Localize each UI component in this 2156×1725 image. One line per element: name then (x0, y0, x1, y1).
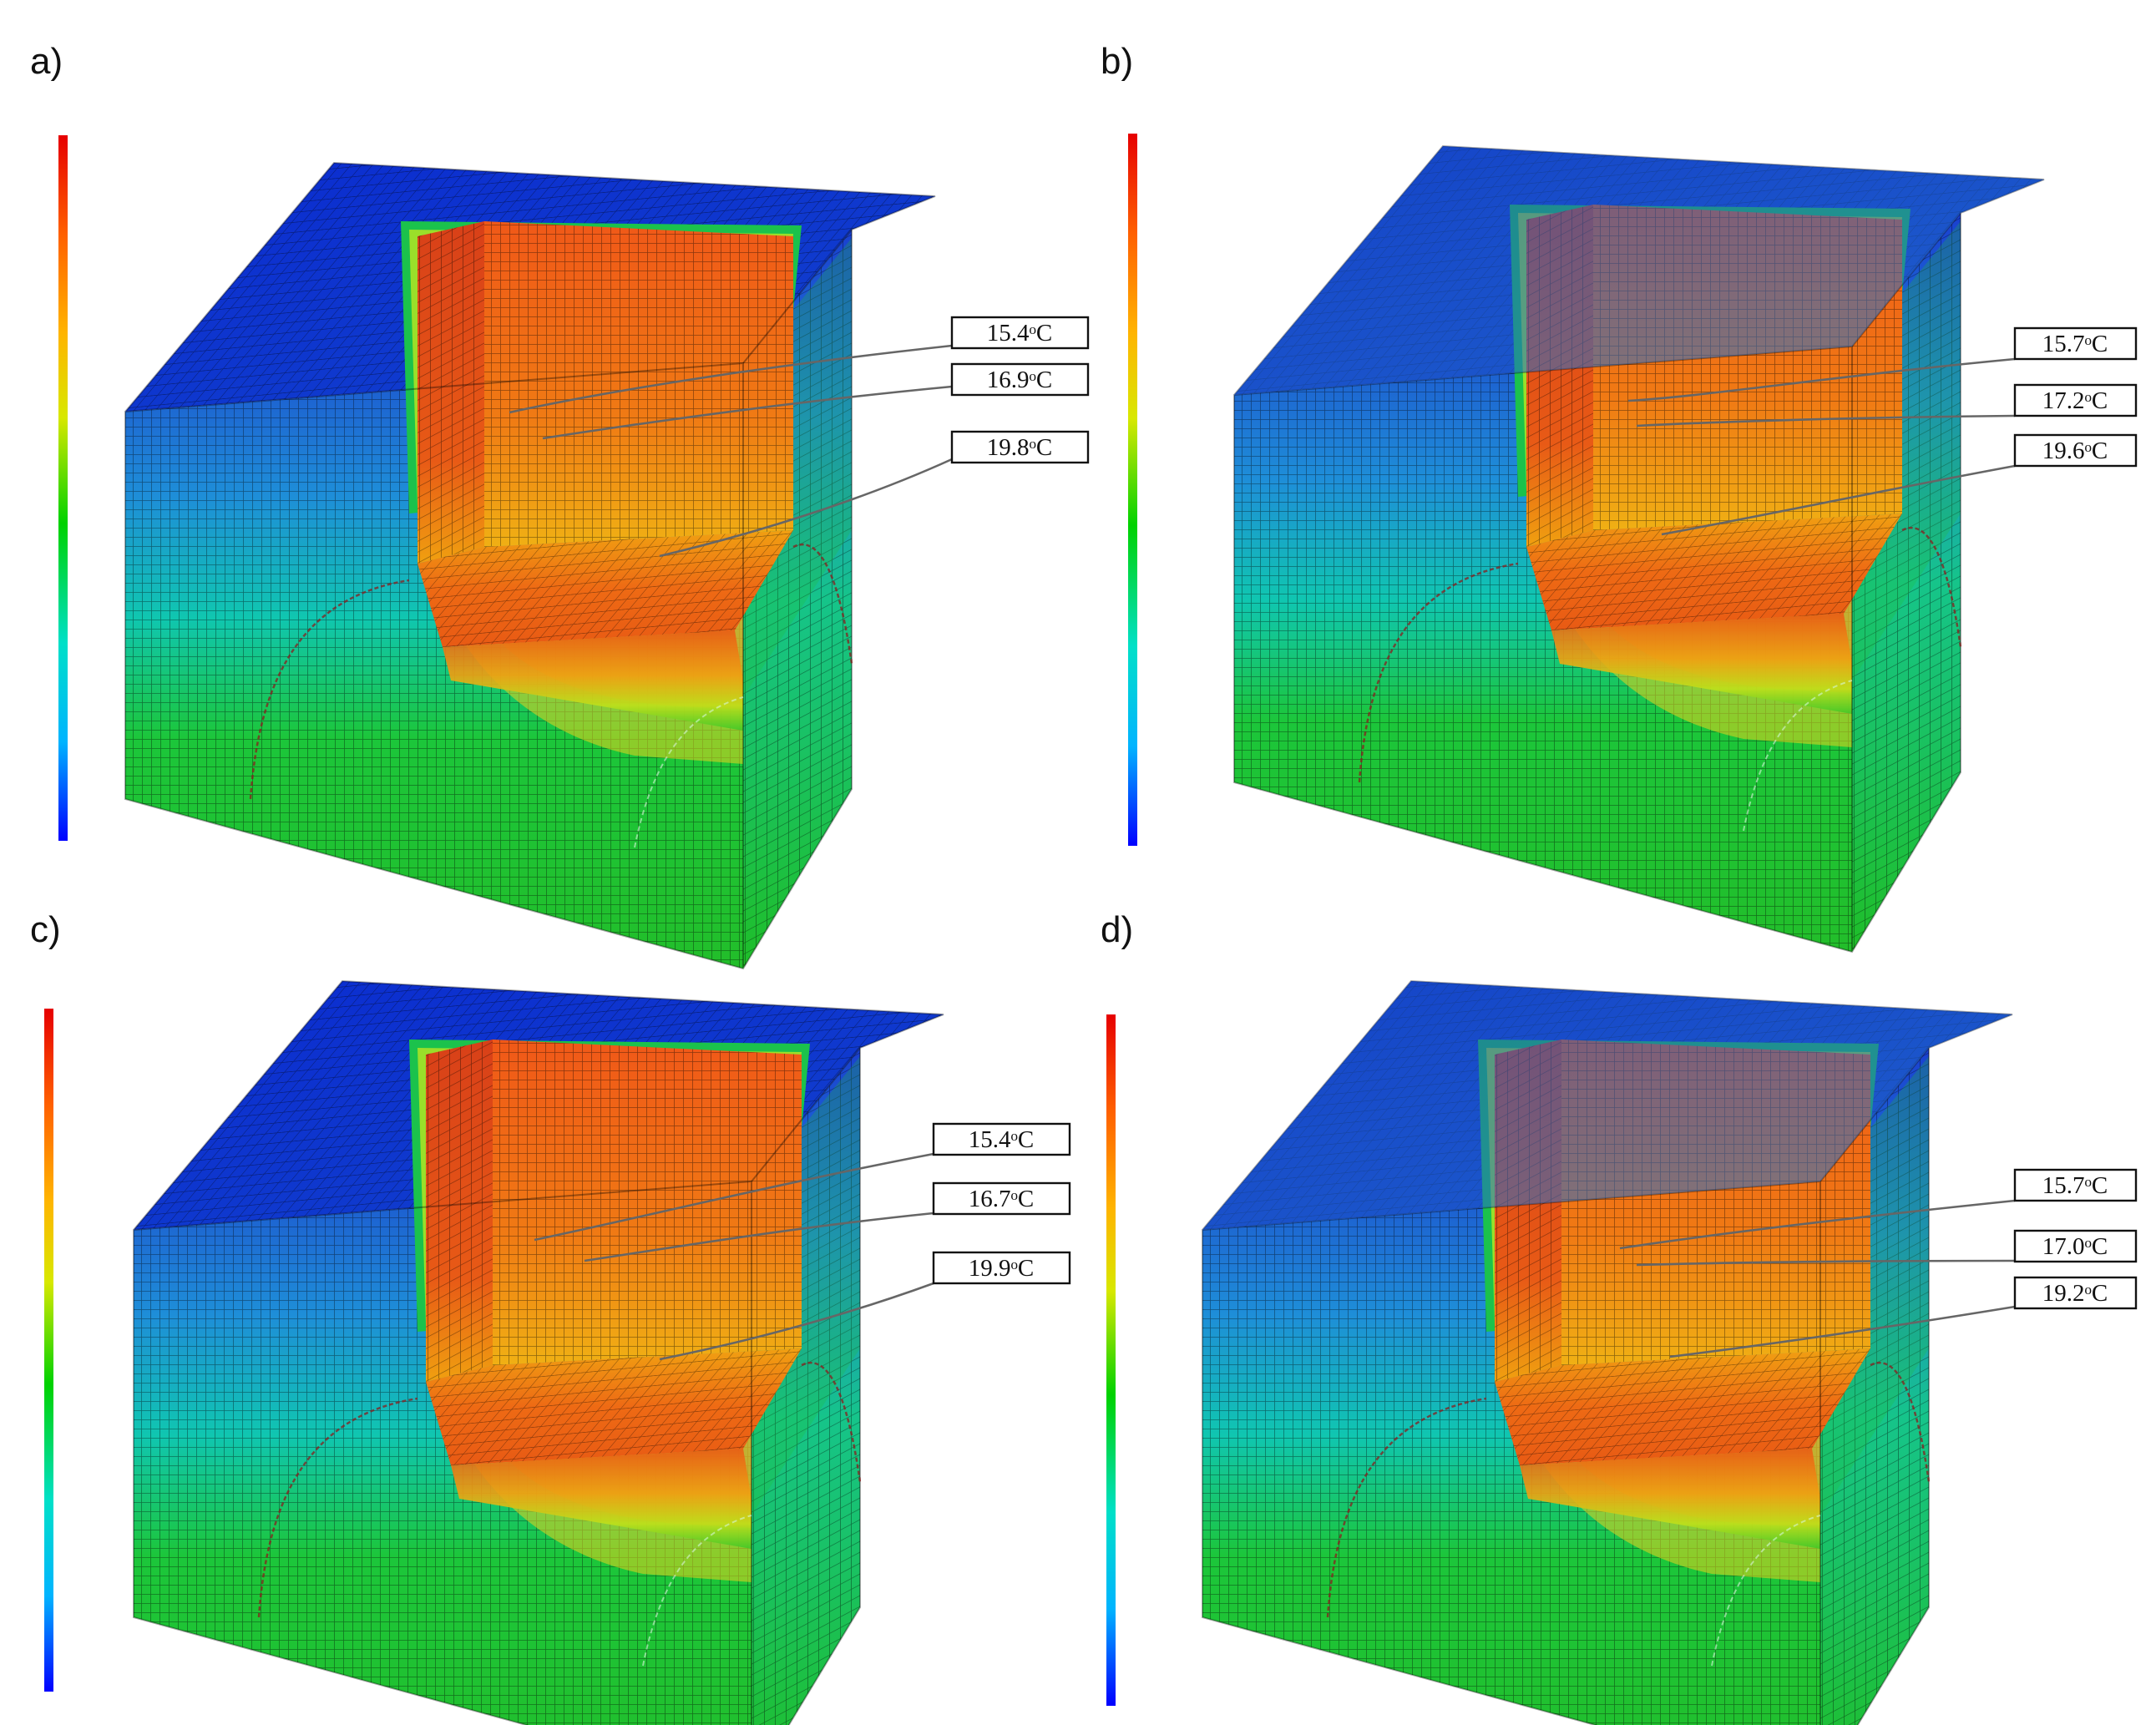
callout-d-2: 17.0ᵒC (1636, 1229, 2138, 1267)
callout-b-1: 15.7ᵒC (1627, 326, 2138, 402)
svg-text:15.7ᵒC: 15.7ᵒC (2042, 331, 2108, 357)
callout-b-3: 19.6ᵒC (1661, 433, 2138, 536)
callout-d-3: 19.2ᵒC (1669, 1276, 2138, 1358)
panel-label-a: a) (30, 41, 63, 82)
svg-text:16.7ᵒC: 16.7ᵒC (969, 1186, 1034, 1212)
svg-text:17.0ᵒC: 17.0ᵒC (2042, 1233, 2108, 1260)
colorbar-b (1128, 134, 1137, 846)
svg-text:16.9ᵒC: 16.9ᵒC (987, 367, 1052, 393)
svg-text:19.8ᵒC: 19.8ᵒC (987, 434, 1052, 461)
panel-a: a) 15.4ᵒC 16.9ᵒC 19.8ᵒC (30, 41, 1090, 970)
callout-b-2: 17.2ᵒC (1636, 383, 2138, 427)
panel-label-b: b) (1101, 41, 1133, 82)
svg-text:15.7ᵒC: 15.7ᵒC (2042, 1172, 2108, 1199)
colorbar-c (44, 1009, 53, 1692)
callout-c-2: 16.7ᵒC (584, 1181, 1071, 1262)
svg-text:17.2ᵒC: 17.2ᵒC (2042, 387, 2108, 414)
panel-label-c: c) (30, 909, 61, 950)
colorbar-a (58, 135, 68, 841)
svg-text:19.2ᵒC: 19.2ᵒC (2042, 1280, 2108, 1307)
svg-text:15.4ᵒC: 15.4ᵒC (987, 320, 1052, 347)
block-model-a (124, 161, 937, 970)
panel-d: d) 15.7ᵒC 17.0ᵒC 19.2ᵒC (1101, 909, 2138, 1725)
callout-a-2: 16.9ᵒC (542, 362, 1090, 440)
panel-label-d: d) (1101, 909, 1133, 950)
block-model-b (1232, 144, 2046, 954)
svg-text:19.6ᵒC: 19.6ᵒC (2042, 438, 2108, 464)
panel-b: b) 15.7ᵒC 17.2ᵒC 19.6ᵒC (1101, 41, 2138, 954)
callout-d-1: 15.7ᵒC (1619, 1168, 2138, 1250)
block-model-c (132, 979, 945, 1725)
block-model-d (1201, 979, 2014, 1725)
callout-c-1: 15.4ᵒC (534, 1122, 1071, 1242)
svg-text:19.9ᵒC: 19.9ᵒC (969, 1255, 1034, 1282)
callout-a-3: 19.8ᵒC (659, 430, 1090, 558)
callout-c-3: 19.9ᵒC (659, 1251, 1071, 1361)
panel-c: c) 15.4ᵒC 16.7ᵒC 19.9ᵒC (30, 909, 1071, 1725)
callout-a-1: 15.4ᵒC (509, 316, 1090, 414)
svg-text:15.4ᵒC: 15.4ᵒC (969, 1126, 1034, 1153)
colorbar-d (1106, 1014, 1116, 1706)
